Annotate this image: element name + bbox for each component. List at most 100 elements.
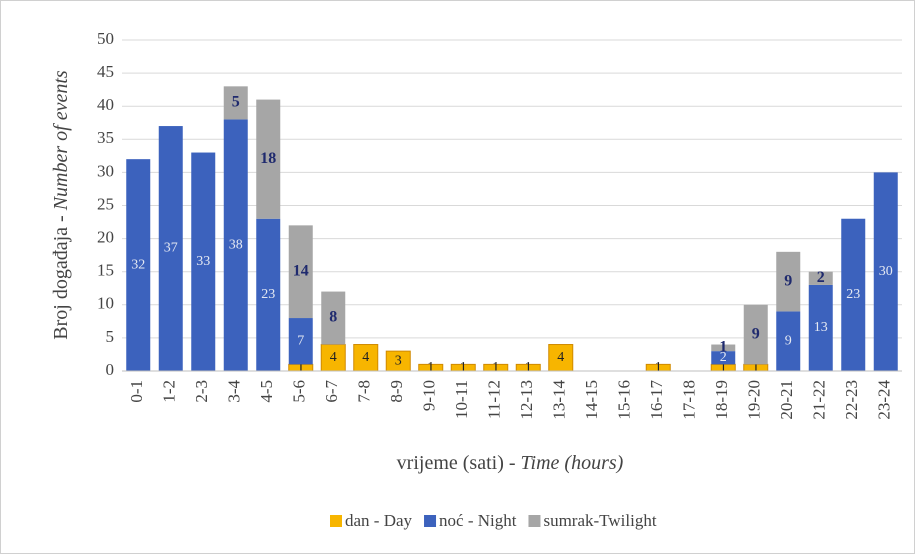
data-label: 1 bbox=[752, 360, 759, 375]
bar-segment bbox=[548, 344, 574, 372]
data-label: 37 bbox=[164, 241, 178, 256]
x-tick-label: 13-14 bbox=[550, 380, 569, 420]
y-tick-label: 50 bbox=[97, 29, 114, 48]
bar-segment bbox=[711, 351, 736, 365]
bar-segment bbox=[223, 119, 248, 371]
data-label: 23 bbox=[846, 287, 860, 302]
x-tick-label: 17-18 bbox=[680, 380, 699, 420]
data-label: 33 bbox=[196, 254, 210, 269]
y-axis-title: Broj događaja - Number of events bbox=[50, 70, 72, 340]
data-label: 32 bbox=[131, 257, 145, 272]
x-tick-label: 15-16 bbox=[615, 380, 634, 420]
bar-segment bbox=[873, 172, 898, 371]
y-tick-label: 5 bbox=[106, 327, 115, 346]
data-label: 23 bbox=[261, 287, 275, 302]
y-tick-label: 10 bbox=[97, 294, 114, 313]
data-label: 8 bbox=[329, 309, 337, 326]
bar-segment bbox=[321, 291, 346, 345]
x-tick-label: 4-5 bbox=[257, 380, 276, 403]
data-label: 4 bbox=[362, 350, 369, 365]
data-label: 1 bbox=[492, 360, 499, 375]
bar-segment bbox=[320, 344, 346, 372]
data-label: 38 bbox=[229, 237, 243, 252]
legend-swatch bbox=[330, 515, 342, 527]
data-label: 4 bbox=[330, 350, 337, 365]
x-axis-title-italic: Time (hours) bbox=[521, 452, 624, 474]
x-tick-label: 5-6 bbox=[290, 380, 309, 403]
data-label: 9 bbox=[785, 333, 792, 348]
data-label: 1 bbox=[460, 360, 467, 375]
y-tick-label: 0 bbox=[106, 360, 115, 379]
x-tick-label: 9-10 bbox=[420, 380, 439, 411]
x-tick-label: 18-19 bbox=[712, 380, 731, 420]
x-axis-title: vrijeme (sati) - Time (hours) bbox=[397, 452, 624, 474]
data-label: 2 bbox=[817, 269, 825, 286]
bar-segment bbox=[776, 251, 801, 312]
y-tick-label: 20 bbox=[97, 228, 114, 247]
data-label: 4 bbox=[557, 350, 564, 365]
x-tick-label: 19-20 bbox=[745, 380, 764, 420]
bar-segment bbox=[256, 218, 281, 371]
x-axis-title-main: vrijeme (sati) - bbox=[397, 452, 521, 474]
x-tick-label: 6-7 bbox=[322, 380, 341, 403]
y-tick-label: 25 bbox=[97, 194, 114, 213]
bar-segment bbox=[808, 271, 833, 285]
bar-segment bbox=[776, 311, 801, 371]
x-tick-label: 10-11 bbox=[452, 380, 471, 419]
bar-segment bbox=[288, 318, 313, 365]
x-tick-label: 11-12 bbox=[485, 380, 504, 419]
data-label: 3 bbox=[395, 353, 402, 368]
data-label: 1 bbox=[720, 360, 727, 375]
bar-segment bbox=[711, 344, 736, 352]
x-tick-label: 20-21 bbox=[777, 380, 796, 420]
y-tick-label: 40 bbox=[97, 95, 114, 114]
data-label: 9 bbox=[784, 272, 792, 289]
bar-segment bbox=[808, 284, 833, 371]
data-label: 9 bbox=[752, 325, 760, 342]
x-tick-label: 7-8 bbox=[355, 380, 374, 403]
y-tick-label: 30 bbox=[97, 161, 114, 180]
data-label: 1 bbox=[297, 360, 304, 375]
bar-segment bbox=[158, 126, 183, 371]
bar-segment bbox=[288, 225, 313, 319]
bar-segment bbox=[223, 86, 248, 120]
legend-label: dan - Day bbox=[345, 511, 413, 530]
x-tick-label: 1-2 bbox=[160, 380, 179, 403]
data-label: 5 bbox=[232, 94, 240, 111]
data-label: 1 bbox=[427, 360, 434, 375]
x-tick-label: 23-24 bbox=[875, 380, 894, 420]
bar-segment bbox=[126, 159, 151, 371]
bar-segment bbox=[841, 218, 866, 371]
x-tick-label: 12-13 bbox=[517, 380, 536, 420]
legend-label: noć - Night bbox=[439, 511, 517, 530]
legend-label: sumrak-Twilight bbox=[543, 511, 656, 530]
legend-swatch bbox=[424, 515, 437, 527]
x-tick-label: 2-3 bbox=[192, 380, 211, 403]
x-tick-label: 22-23 bbox=[842, 380, 861, 420]
x-tick-label: 3-4 bbox=[225, 380, 244, 403]
data-label: 18 bbox=[260, 150, 276, 167]
bar-segment bbox=[256, 99, 281, 219]
x-tick-label: 14-15 bbox=[582, 380, 601, 420]
data-label: 1 bbox=[525, 360, 532, 375]
y-tick-label: 15 bbox=[97, 261, 114, 280]
y-axis-title-main: Broj događaja - bbox=[50, 210, 72, 339]
x-tick-label: 8-9 bbox=[387, 380, 406, 403]
y-tick-label: 45 bbox=[97, 62, 114, 81]
y-tick-label: 35 bbox=[97, 128, 114, 147]
data-label: 30 bbox=[879, 264, 893, 279]
data-label: 1 bbox=[655, 360, 662, 375]
bar-segment bbox=[743, 304, 768, 365]
y-axis-title-italic: Number of events bbox=[50, 70, 72, 211]
data-label: 13 bbox=[814, 320, 828, 335]
x-tick-label: 0-1 bbox=[127, 380, 146, 403]
bar-segment bbox=[353, 344, 379, 372]
bar-segment bbox=[191, 152, 216, 371]
x-tick-label: 21-22 bbox=[810, 380, 829, 420]
legend-swatch bbox=[528, 515, 541, 527]
data-label: 2 bbox=[720, 350, 727, 365]
data-label: 14 bbox=[293, 262, 309, 279]
x-tick-label: 16-17 bbox=[647, 380, 666, 420]
